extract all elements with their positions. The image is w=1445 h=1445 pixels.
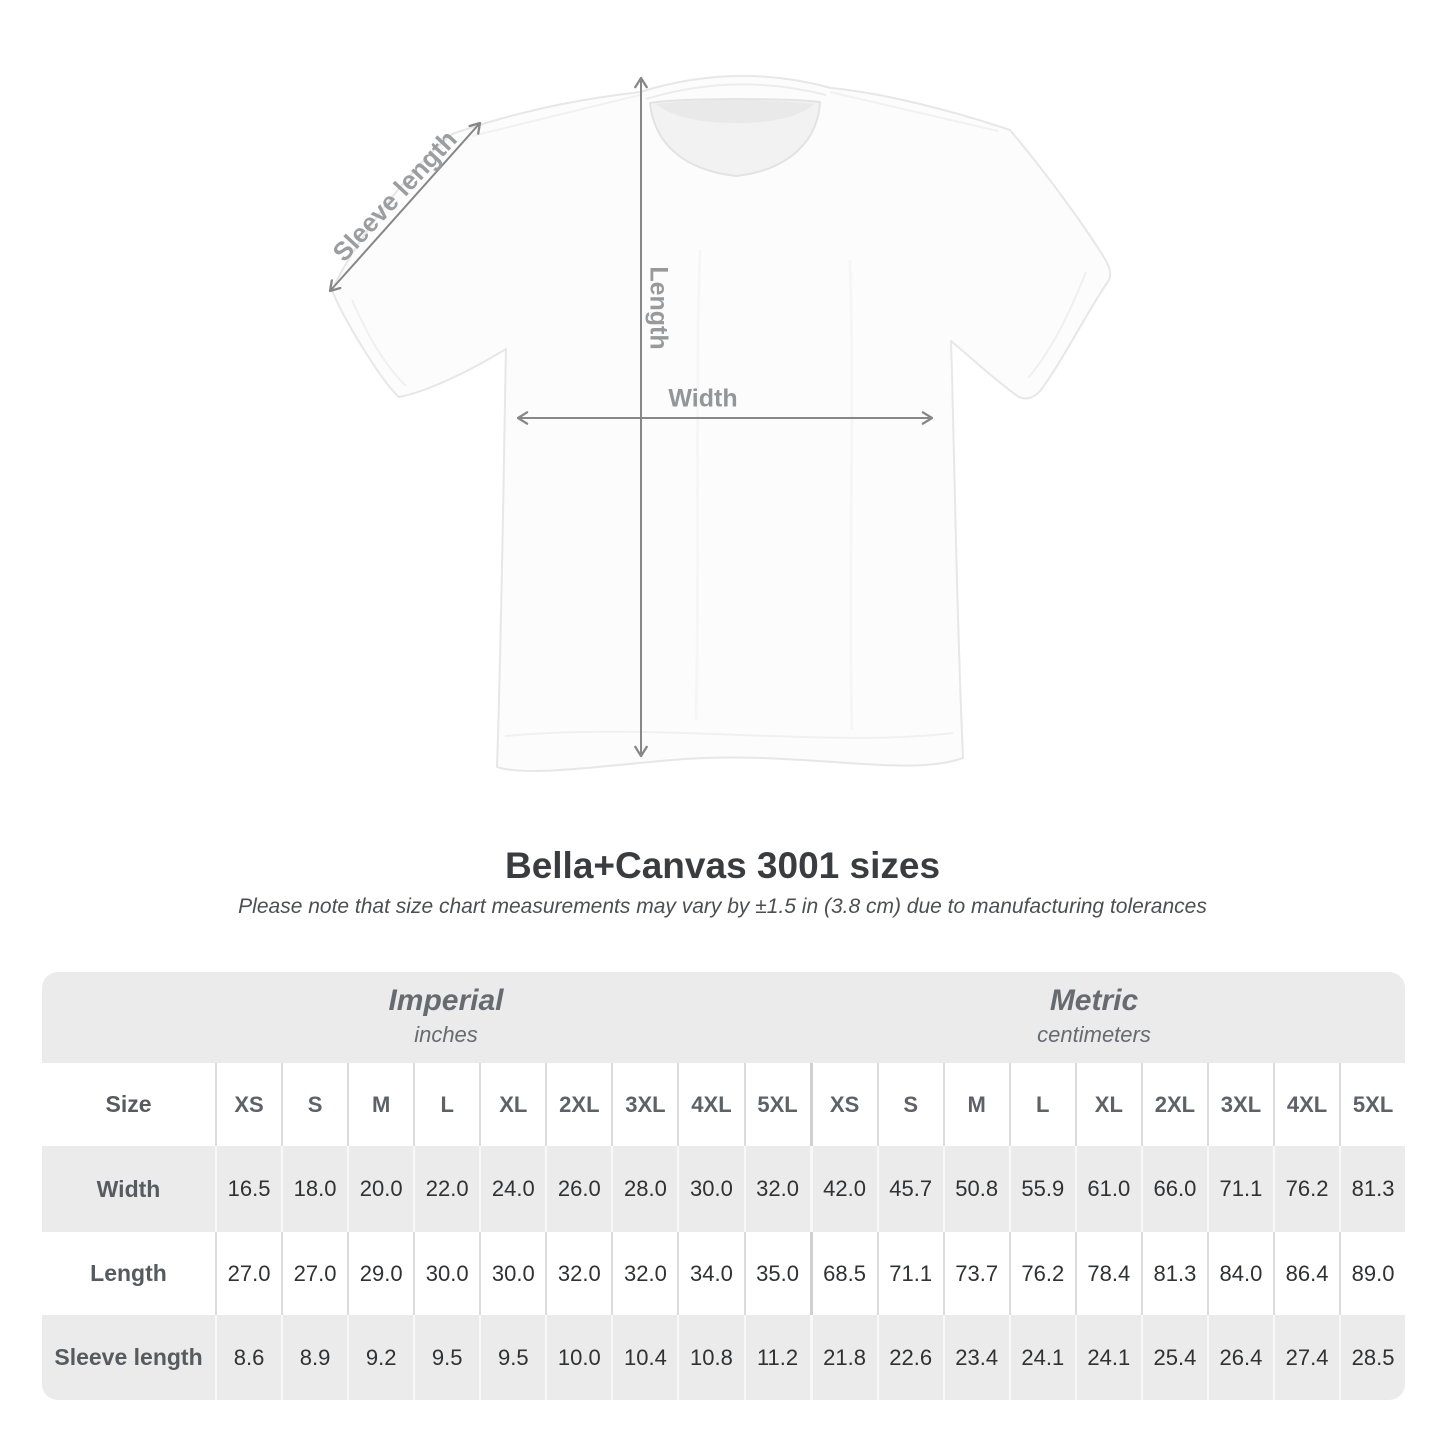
metric-header: Metric centimeters: [844, 984, 1344, 1050]
metric-title: Metric: [1049, 984, 1139, 1017]
sleeve-value-cell: 28.5: [1339, 1315, 1405, 1400]
size-header-cell: L: [1008, 1063, 1075, 1146]
length-value-cell: 81.3: [1140, 1232, 1207, 1315]
width-value-cell: 20.0: [347, 1146, 413, 1232]
unit-header-band: Imperial inches Metric centimeters: [42, 972, 1405, 1063]
sleeve-value-cell: 9.2: [347, 1315, 413, 1400]
sleeve-value-cell: 10.0: [545, 1315, 611, 1400]
sleeve-length-arrow: [328, 121, 482, 293]
length-value-cell: 73.7: [942, 1232, 1009, 1315]
sleeve-value-cell: 11.2: [743, 1315, 810, 1400]
size-header-cell: 3XL: [611, 1063, 677, 1146]
width-value-cell: 18.0: [281, 1146, 347, 1232]
sleeve-value-cell: 8.9: [281, 1315, 347, 1400]
sleeve-value-cell: 10.8: [677, 1315, 743, 1400]
length-value-cell: 35.0: [743, 1232, 810, 1315]
width-value-cell: 24.0: [479, 1146, 545, 1232]
sleeve-value-cell: 23.4: [942, 1315, 1009, 1400]
size-header-cell: 2XL: [1140, 1063, 1207, 1146]
page-subtitle: Please note that size chart measurements…: [238, 895, 1207, 918]
size-header-cell: L: [413, 1063, 479, 1146]
width-value-cell: 16.5: [215, 1146, 281, 1232]
imperial-title: Imperial: [388, 984, 504, 1017]
width-value-cell: 42.0: [809, 1146, 877, 1232]
width-label: Width: [668, 384, 738, 413]
size-table: Imperial inches Metric centimeters Size …: [42, 972, 1405, 1400]
size-header-cell: S: [876, 1063, 943, 1146]
sleeve-value-cell: 8.6: [215, 1315, 281, 1400]
size-header-cell: 4XL: [1273, 1063, 1339, 1146]
length-label: Length: [644, 266, 673, 350]
width-value-cell: 61.0: [1074, 1146, 1141, 1232]
tshirt-image: [331, 74, 1112, 773]
length-row: Length 27.0 27.0 29.0 30.0 30.0 32.0 32.0 34.0 3…: [42, 1232, 1405, 1315]
sleeve-value-cell: 9.5: [413, 1315, 479, 1400]
length-row-label: Length: [90, 1260, 167, 1286]
size-header-cell: 5XL: [743, 1063, 810, 1146]
size-header-cell: 4XL: [677, 1063, 743, 1146]
width-value-cell: 32.0: [743, 1146, 810, 1232]
width-value-cell: 28.0: [611, 1146, 677, 1232]
size-header-cell: XS: [215, 1063, 281, 1146]
size-header-cell: S: [281, 1063, 347, 1146]
size-header-cell: XL: [479, 1063, 545, 1146]
width-value-cell: 26.0: [545, 1146, 611, 1232]
sleeve-value-cell: 26.4: [1206, 1315, 1273, 1400]
length-value-cell: 30.0: [479, 1232, 545, 1315]
width-row-label: Width: [96, 1175, 161, 1202]
length-value-cell: 76.2: [1008, 1232, 1075, 1315]
length-value-cell: 78.4: [1074, 1232, 1141, 1315]
size-header-cell: 2XL: [545, 1063, 611, 1146]
size-header-cell: XS: [809, 1063, 877, 1146]
width-value-cell: 30.0: [677, 1146, 743, 1232]
sleeve-row-label: Sleeve length: [54, 1344, 203, 1370]
page-title: Bella+Canvas 3001 sizes: [504, 845, 941, 886]
length-value-cell: 30.0: [413, 1232, 479, 1315]
sleeve-value-cell: 25.4: [1140, 1315, 1207, 1400]
sleeve-value-cell: 10.4: [611, 1315, 677, 1400]
width-value-cell: 22.0: [413, 1146, 479, 1232]
length-value-cell: 89.0: [1339, 1232, 1405, 1315]
sleeve-value-cell: 27.4: [1273, 1315, 1339, 1400]
length-value-cell: 86.4: [1273, 1232, 1339, 1315]
width-value-cell: 81.3: [1339, 1146, 1405, 1232]
width-value-cell: 76.2: [1273, 1146, 1339, 1232]
sleeve-value-cell: 21.8: [809, 1315, 877, 1400]
length-value-cell: 27.0: [215, 1232, 281, 1315]
metric-unit: centimeters: [1037, 1022, 1151, 1047]
imperial-header: Imperial inches: [196, 984, 696, 1050]
sleeve-value-cell: 24.1: [1008, 1315, 1075, 1400]
width-value-cell: 66.0: [1140, 1146, 1207, 1232]
width-row: Width 16.5 18.0 20.0 22.0 24.0 26.0 28.0 30.0 32…: [42, 1146, 1405, 1232]
width-value-cell: 45.7: [876, 1146, 943, 1232]
length-value-cell: 27.0: [281, 1232, 347, 1315]
length-value-cell: 71.1: [876, 1232, 943, 1315]
length-value-cell: 68.5: [809, 1232, 877, 1315]
size-header-cell: XL: [1074, 1063, 1141, 1146]
sleeve-value-cell: 24.1: [1074, 1315, 1141, 1400]
size-header-cell: 3XL: [1206, 1063, 1273, 1146]
imperial-unit: inches: [414, 1022, 478, 1047]
width-value-cell: 50.8: [942, 1146, 1009, 1232]
length-value-cell: 29.0: [347, 1232, 413, 1315]
length-value-cell: 32.0: [545, 1232, 611, 1315]
size-header-row: Size XS S M L XL 2XL 3XL 4XL 5XL XS S M L XL 2XL 3XL 4XL…: [42, 1063, 1405, 1146]
size-row-label: Size: [105, 1091, 152, 1117]
length-value-cell: 32.0: [611, 1232, 677, 1315]
size-header-cell: 5XL: [1339, 1063, 1405, 1146]
length-value-cell: 84.0: [1206, 1232, 1273, 1315]
sleeve-value-cell: 9.5: [479, 1315, 545, 1400]
size-header-cell: M: [347, 1063, 413, 1146]
width-value-cell: 71.1: [1206, 1146, 1273, 1232]
sleeve-length-row: Sleeve length 8.6 8.9 9.2 9.5 9.5 10.0 10.4 10.…: [42, 1315, 1405, 1400]
width-value-cell: 55.9: [1008, 1146, 1075, 1232]
length-value-cell: 34.0: [677, 1232, 743, 1315]
size-header-cell: M: [942, 1063, 1009, 1146]
sleeve-value-cell: 22.6: [876, 1315, 943, 1400]
